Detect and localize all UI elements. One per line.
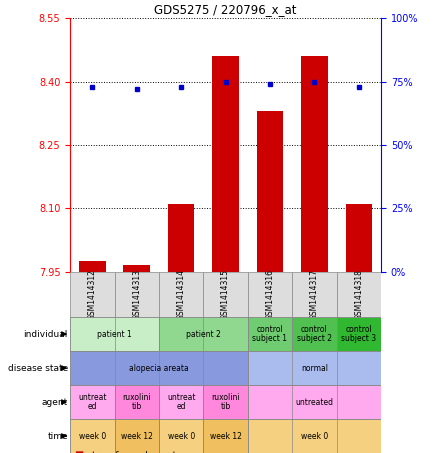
Text: untreat
ed: untreat ed bbox=[167, 393, 195, 411]
Text: alopecia areata: alopecia areata bbox=[129, 364, 189, 372]
Text: disease state: disease state bbox=[7, 364, 68, 372]
Bar bbox=[70, 272, 114, 317]
Bar bbox=[212, 56, 239, 272]
Text: patient 2: patient 2 bbox=[186, 330, 221, 338]
Bar bbox=[203, 385, 248, 419]
Text: GSM1414316: GSM1414316 bbox=[265, 269, 275, 320]
Bar bbox=[248, 419, 381, 453]
Bar bbox=[114, 272, 159, 317]
Text: control
subject 1: control subject 1 bbox=[252, 325, 287, 343]
Text: ruxolini
tib: ruxolini tib bbox=[122, 393, 151, 411]
Text: GSM1414312: GSM1414312 bbox=[88, 269, 97, 320]
Text: GSM1414318: GSM1414318 bbox=[354, 269, 364, 320]
Bar bbox=[292, 317, 337, 351]
Bar bbox=[79, 261, 106, 272]
Bar bbox=[292, 272, 337, 317]
Bar bbox=[124, 265, 150, 272]
Text: ruxolini
tib: ruxolini tib bbox=[211, 393, 240, 411]
Text: week 0: week 0 bbox=[301, 432, 328, 440]
Text: week 12: week 12 bbox=[121, 432, 153, 440]
Text: untreat
ed: untreat ed bbox=[78, 393, 106, 411]
Bar bbox=[203, 272, 248, 317]
Text: individual: individual bbox=[24, 330, 68, 338]
Text: GSM1414315: GSM1414315 bbox=[221, 269, 230, 320]
Bar bbox=[159, 317, 248, 351]
Bar bbox=[70, 351, 248, 385]
Bar bbox=[168, 204, 194, 272]
Bar bbox=[114, 419, 159, 453]
Bar bbox=[301, 56, 328, 272]
Text: GSM1414317: GSM1414317 bbox=[310, 269, 319, 320]
Title: GDS5275 / 220796_x_at: GDS5275 / 220796_x_at bbox=[154, 3, 297, 15]
Bar bbox=[337, 272, 381, 317]
Text: control
subject 3: control subject 3 bbox=[341, 325, 376, 343]
Bar bbox=[257, 111, 283, 272]
Text: control
subject 2: control subject 2 bbox=[297, 325, 332, 343]
Text: week 0: week 0 bbox=[167, 432, 195, 440]
Bar bbox=[114, 385, 159, 419]
Text: patient 1: patient 1 bbox=[97, 330, 132, 338]
Bar bbox=[159, 272, 203, 317]
Bar bbox=[70, 385, 114, 419]
Text: GSM1414314: GSM1414314 bbox=[177, 269, 186, 320]
Text: transformed count: transformed count bbox=[92, 451, 176, 453]
Bar bbox=[248, 351, 381, 385]
Bar bbox=[248, 317, 292, 351]
Bar bbox=[159, 419, 203, 453]
Bar bbox=[337, 317, 381, 351]
Text: agent: agent bbox=[42, 398, 68, 406]
Text: GSM1414313: GSM1414313 bbox=[132, 269, 141, 320]
Bar bbox=[346, 204, 372, 272]
Text: week 12: week 12 bbox=[210, 432, 241, 440]
Bar bbox=[70, 317, 159, 351]
Text: ■: ■ bbox=[74, 450, 84, 453]
Bar bbox=[248, 272, 292, 317]
Text: untreated: untreated bbox=[295, 398, 333, 406]
Text: normal: normal bbox=[301, 364, 328, 372]
Text: time: time bbox=[47, 432, 68, 440]
Bar bbox=[159, 385, 203, 419]
Bar bbox=[70, 419, 114, 453]
Text: week 0: week 0 bbox=[79, 432, 106, 440]
Bar bbox=[203, 419, 248, 453]
Bar bbox=[248, 385, 381, 419]
